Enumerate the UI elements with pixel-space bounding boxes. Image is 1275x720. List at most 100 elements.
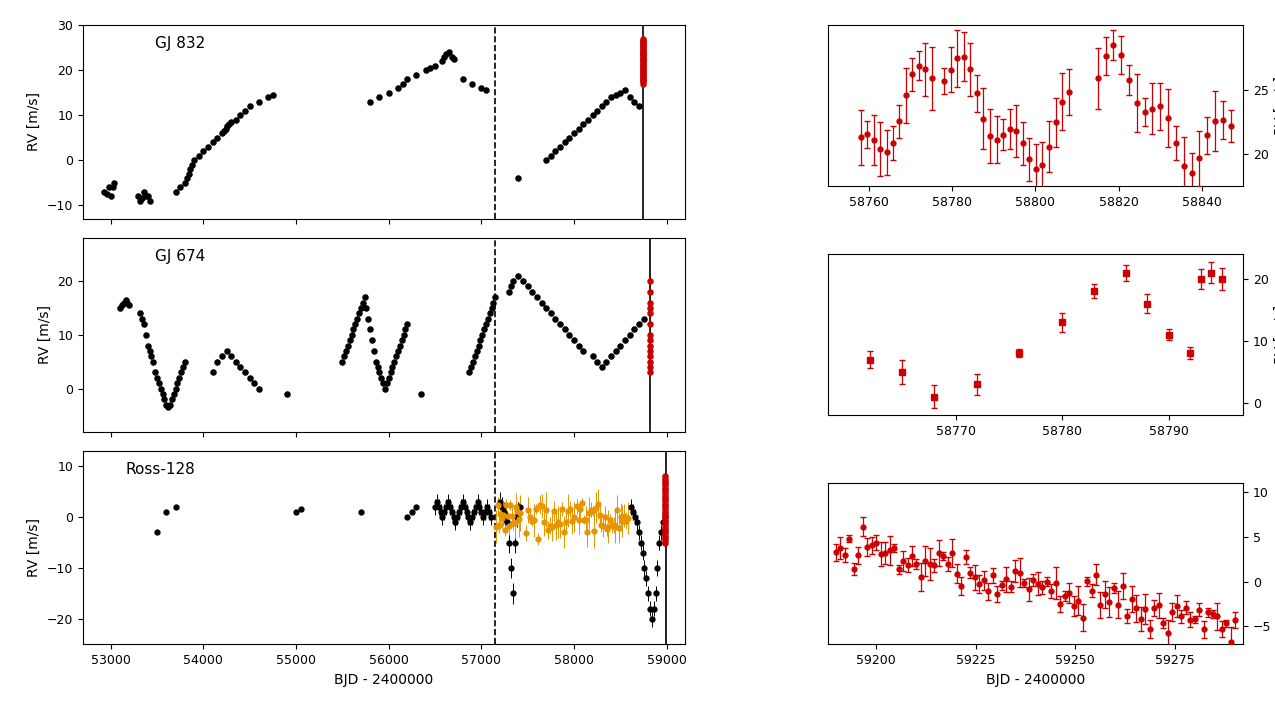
Point (632, 50, 653, 61)
Point (572, 118, 593, 130)
Point (360, 96, 380, 107)
Point (172, 361, 193, 373)
Point (655, 512, 676, 523)
Point (346, 318, 366, 330)
Point (356, 302, 376, 314)
Point (249, 383, 269, 395)
Point (159, 399, 180, 410)
Point (632, 78, 653, 89)
Point (98, 181, 119, 193)
Point (407, 69, 427, 81)
Point (569, 123, 589, 135)
Point (639, 334, 659, 346)
Point (110, 302, 130, 314)
Point (472, 329, 492, 341)
Point (655, 498, 676, 510)
Point (226, 114, 246, 125)
Point (550, 141, 570, 153)
Point (129, 191, 149, 202)
Point (335, 345, 356, 356)
Point (231, 109, 251, 121)
Point (655, 521, 676, 532)
Point (541, 307, 561, 319)
Point (393, 78, 413, 89)
Point (379, 372, 399, 384)
Point (655, 482, 676, 493)
Point (639, 286, 659, 297)
Point (655, 516, 676, 528)
Point (536, 155, 556, 166)
Point (639, 340, 659, 351)
Point (655, 471, 676, 482)
Point (362, 334, 382, 346)
Point (597, 356, 617, 367)
Point (166, 383, 186, 395)
Point (467, 345, 487, 356)
Point (655, 518, 676, 530)
Point (639, 307, 659, 319)
Point (240, 101, 260, 112)
Point (655, 505, 676, 516)
Point (339, 334, 360, 346)
Point (154, 394, 175, 405)
Point (615, 334, 635, 346)
Point (629, 101, 649, 112)
Point (358, 313, 379, 325)
Point (632, 41, 653, 53)
Point (367, 361, 388, 373)
Point (615, 85, 635, 96)
Point (421, 62, 441, 73)
Point (572, 345, 593, 356)
Point (376, 377, 397, 389)
Point (182, 159, 203, 171)
Point (655, 523, 676, 535)
Point (583, 109, 603, 121)
Point (592, 361, 612, 373)
Text: Ross-128: Ross-128 (125, 462, 195, 477)
Point (632, 61, 653, 73)
Point (632, 73, 653, 85)
Point (203, 366, 223, 378)
Point (560, 132, 580, 143)
Point (632, 40, 653, 52)
Point (184, 155, 204, 166)
Point (342, 329, 362, 341)
Point (476, 85, 496, 96)
Point (143, 356, 163, 367)
Point (632, 54, 653, 66)
Point (94, 186, 115, 197)
Point (655, 473, 676, 485)
Point (482, 302, 502, 314)
Point (145, 366, 166, 378)
Point (221, 351, 241, 362)
Point (632, 35, 653, 47)
Point (198, 141, 218, 153)
Point (176, 173, 196, 184)
Point (583, 351, 603, 362)
Point (632, 45, 653, 56)
Point (425, 60, 445, 71)
Point (231, 361, 251, 373)
Point (102, 181, 122, 193)
Point (360, 324, 380, 336)
Point (370, 91, 390, 103)
Point (441, 51, 462, 63)
Point (655, 530, 676, 541)
Y-axis label: RV [m/s]: RV [m/s] (38, 305, 52, 364)
Point (550, 318, 570, 330)
Point (639, 361, 659, 373)
Point (639, 356, 659, 367)
Point (632, 59, 653, 71)
Point (632, 71, 653, 82)
Point (453, 73, 473, 85)
Point (632, 44, 653, 55)
Point (478, 313, 499, 325)
Point (632, 61, 653, 73)
Point (474, 324, 495, 336)
Point (166, 186, 186, 197)
Point (655, 537, 676, 549)
Point (366, 356, 386, 367)
Point (523, 286, 543, 297)
Point (134, 318, 154, 330)
Point (479, 307, 500, 319)
